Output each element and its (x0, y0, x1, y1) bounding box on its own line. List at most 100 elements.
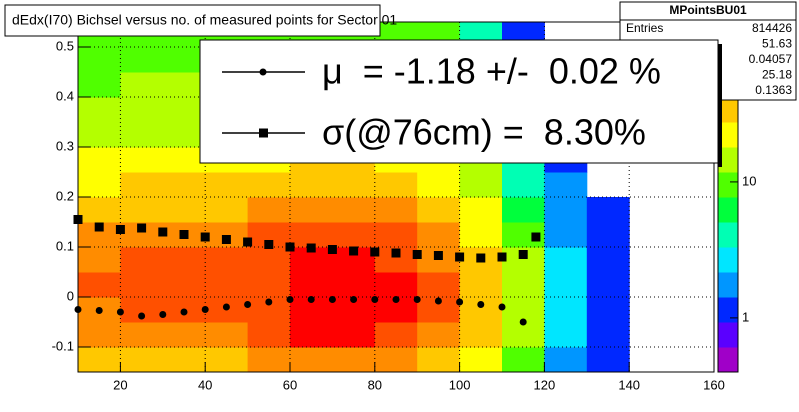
x-tick-label: 60 (283, 377, 297, 392)
stats-value: 51.63 (762, 37, 792, 51)
data-point (497, 252, 507, 262)
heatmap-cell (459, 297, 503, 323)
heatmap-cell (459, 322, 503, 348)
legend-marker (259, 68, 267, 76)
y-tick-label: 0.5 (56, 38, 74, 53)
data-point (286, 296, 294, 303)
heatmap-cell (78, 347, 121, 373)
stats-title: MPointsBU01 (669, 3, 747, 17)
data-point (456, 298, 464, 306)
y-tick-label: 0.1 (56, 238, 74, 253)
heatmap-cell (332, 222, 376, 248)
heatmap-cell (544, 222, 588, 248)
heatmap-cell (459, 197, 503, 223)
heatmap-cell (290, 347, 333, 373)
chart-title: dEdx(I70) Bichsel versus no. of measured… (12, 12, 397, 28)
heatmap-cell (502, 272, 545, 298)
heatmap-cell (332, 347, 376, 373)
data-point (94, 222, 104, 232)
heatmap-cell (120, 247, 164, 273)
heatmap-cell (162, 122, 206, 148)
y-tick-label: 0.2 (56, 188, 74, 203)
data-point (95, 307, 103, 314)
heatmap-cell (78, 122, 121, 148)
heatmap-cell (459, 172, 503, 198)
heatmap-cell (205, 347, 249, 373)
heatmap-cell (459, 347, 503, 373)
heatmap-cell (417, 272, 461, 298)
heatmap-cell (162, 147, 206, 173)
heatmap-cell (120, 97, 164, 123)
heatmap-cell (120, 47, 164, 73)
legend-frame (199, 39, 719, 164)
heatmap-cell (586, 247, 630, 273)
data-point (349, 246, 359, 256)
stats-value: 0.1363 (755, 83, 792, 97)
heatmap-cell (120, 272, 164, 298)
stats-value: 814426 (752, 21, 792, 35)
heatmap-cell (162, 172, 206, 198)
heatmap-cell (205, 197, 249, 223)
heatmap-cell (247, 197, 291, 223)
heatmap-cell (290, 322, 333, 348)
heatmap-cell (544, 272, 588, 298)
data-point (158, 227, 168, 237)
heatmap-cell (162, 322, 206, 348)
title-box (4, 4, 381, 37)
legend-label: σ(@76cm) = 8.30% (322, 112, 646, 153)
palette-swatch (718, 172, 738, 198)
heatmap-cell (205, 322, 249, 348)
data-point (477, 301, 485, 308)
heatmap-cell (544, 197, 588, 223)
heatmap-cell (78, 172, 121, 198)
data-point (201, 306, 209, 313)
heatmap-cell (374, 322, 418, 348)
palette-swatch (718, 222, 738, 248)
data-point (116, 308, 124, 316)
heatmap-cell (502, 297, 545, 323)
y-tick-label: 0.4 (56, 88, 74, 103)
data-point (264, 240, 274, 249)
data-point (370, 247, 380, 257)
data-point (137, 223, 147, 233)
data-point (306, 243, 316, 253)
data-point (350, 296, 358, 303)
heatmap-cell (374, 197, 418, 223)
heatmap-cell (417, 197, 461, 223)
heatmap-cell (586, 222, 630, 248)
heatmap-cell (502, 347, 545, 373)
heatmap-cell (78, 247, 121, 273)
legend-label: μ = -1.18 +/- 0.02 % (322, 51, 661, 92)
palette-swatch (718, 147, 738, 173)
heatmap-cell (586, 197, 630, 223)
heatmap-cell (205, 172, 249, 198)
palette-swatch (718, 122, 738, 148)
x-tick-label: 100 (449, 377, 471, 392)
heatmap-cell (502, 172, 545, 198)
data-point (200, 232, 210, 242)
heatmap-cell (459, 222, 503, 248)
heatmap-cell (544, 297, 588, 323)
heatmap-cell (374, 347, 418, 373)
x-tick-label: 140 (618, 377, 640, 392)
heatmap-cell (544, 172, 588, 198)
data-point (498, 303, 506, 311)
heatmap-cell (374, 222, 418, 248)
data-point (476, 253, 486, 263)
heatmap-cell (78, 272, 121, 298)
palette-swatch (718, 297, 738, 323)
data-point (519, 318, 527, 326)
heatmap-cell (78, 197, 121, 223)
heatmap-cell (290, 272, 333, 298)
heatmap-cell (247, 322, 291, 348)
data-point (413, 296, 421, 303)
data-point (531, 232, 541, 242)
heatmap-cell (120, 347, 164, 373)
data-point (307, 296, 315, 303)
heatmap-cell (78, 97, 121, 123)
data-point (221, 235, 231, 244)
heatmap-cell (120, 322, 164, 348)
heatmap-cell (120, 172, 164, 198)
heatmap-cell (78, 72, 121, 98)
